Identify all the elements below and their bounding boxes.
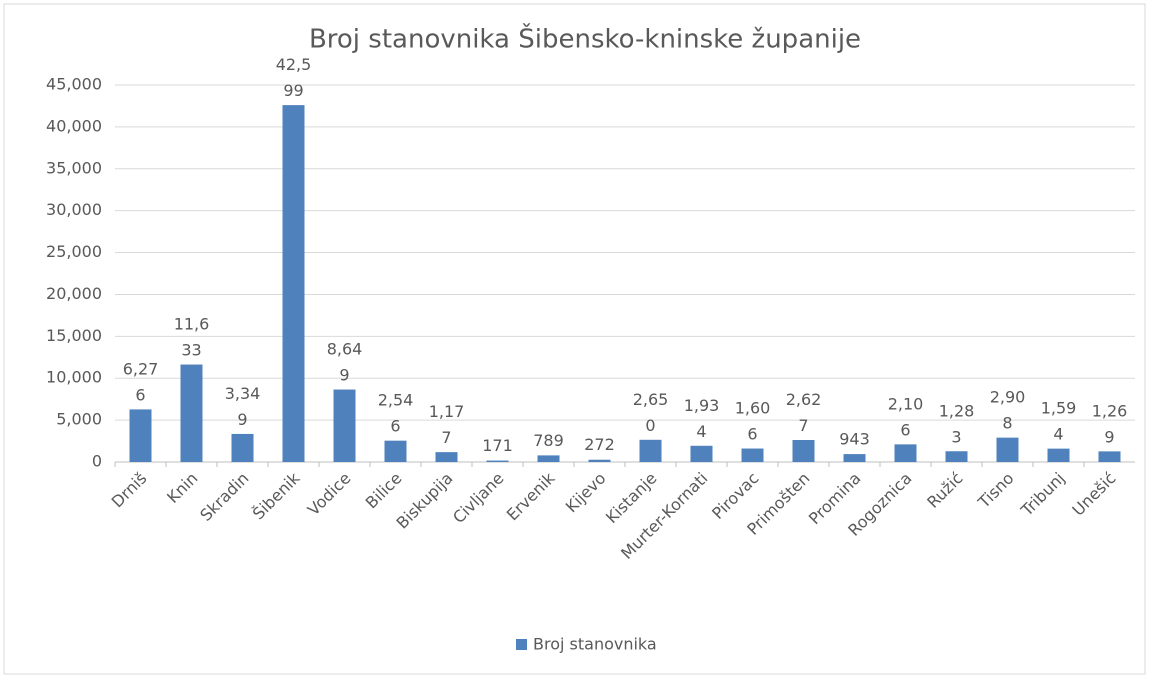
- bar: [894, 444, 917, 462]
- legend-label: Broj stanovnika: [533, 635, 657, 654]
- chart-border: [3, 3, 1146, 675]
- y-tick-label: 20,000: [46, 284, 102, 303]
- bar: [384, 440, 407, 462]
- bar: [792, 439, 815, 462]
- value-label: 943: [839, 430, 870, 449]
- value-label: 11,6 33: [174, 314, 210, 359]
- y-tick-label: 10,000: [46, 368, 102, 387]
- value-label: 3,34 9: [225, 383, 261, 428]
- bar: [129, 409, 152, 462]
- bar: [996, 437, 1019, 462]
- value-label: 2,90 8: [990, 387, 1026, 432]
- bar: [180, 364, 203, 462]
- bar: [1098, 451, 1121, 462]
- y-tick-label: 45,000: [46, 75, 102, 94]
- value-label: 789: [533, 431, 564, 450]
- value-label: 6,27 6: [123, 359, 159, 404]
- bar: [435, 452, 458, 462]
- bar: [282, 105, 305, 462]
- y-tick-label: 5,000: [56, 410, 102, 429]
- legend-swatch: [516, 639, 527, 650]
- value-label: 2,10 6: [888, 394, 924, 439]
- value-label: 1,93 4: [684, 395, 720, 440]
- y-tick-label: 0: [92, 452, 102, 471]
- value-label: 1,26 9: [1092, 401, 1128, 446]
- bar: [1047, 448, 1070, 462]
- value-label: 171: [482, 436, 513, 455]
- bar: [486, 460, 509, 462]
- value-label: 42,5 99: [276, 55, 312, 100]
- bar: [690, 445, 713, 462]
- y-tick-label: 25,000: [46, 242, 102, 261]
- bar: [639, 439, 662, 462]
- value-label: 2,54 6: [378, 390, 414, 435]
- value-label: 2,65 0: [633, 389, 669, 434]
- value-label: 1,59 4: [1041, 398, 1077, 443]
- bar: [537, 455, 560, 462]
- y-tick-label: 40,000: [46, 116, 102, 135]
- bar: [945, 451, 968, 462]
- value-label: 1,17 7: [429, 402, 465, 447]
- bar: [741, 448, 764, 462]
- value-label: 272: [584, 435, 615, 454]
- bar: [843, 454, 866, 462]
- bar: [333, 389, 356, 462]
- y-tick-label: 15,000: [46, 326, 102, 345]
- y-tick-label: 35,000: [46, 158, 102, 177]
- chart-title: Broj stanovnika Šibensko-kninske županij…: [309, 23, 861, 55]
- bar: [231, 433, 254, 462]
- y-tick-label: 30,000: [46, 200, 102, 219]
- value-label: 1,28 3: [939, 401, 975, 446]
- value-label: 2,62 7: [786, 389, 822, 434]
- bar: [588, 459, 611, 462]
- value-label: 8,64 9: [327, 339, 363, 384]
- value-label: 1,60 6: [735, 398, 771, 443]
